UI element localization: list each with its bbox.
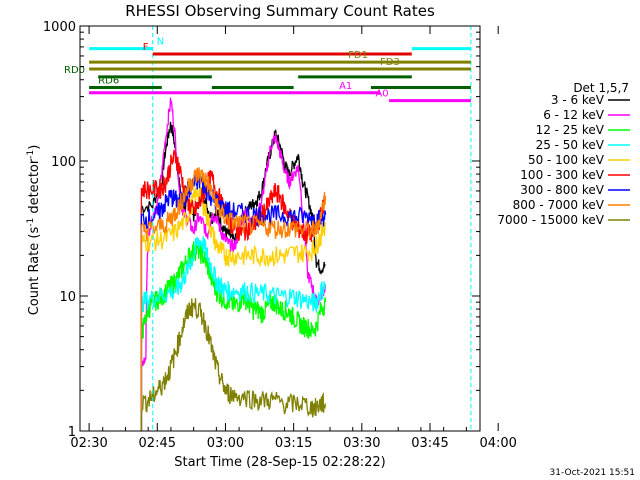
annotation-label-night: N: [157, 37, 164, 48]
legend-label: 50 - 100 keV: [528, 153, 605, 167]
series-line-7000-15000-kev: [140, 298, 327, 431]
series-line-12-25-kev: [140, 240, 327, 431]
y-tick-label: 1: [68, 425, 76, 440]
x-axis-label: Start Time (28-Sep-15 02:28:22): [174, 455, 385, 470]
y-tick-label: 1000: [43, 20, 76, 35]
annotation-label-flare: F: [143, 42, 149, 53]
legend-label: 12 - 25 keV: [536, 123, 605, 137]
y-axis-label: Count Rate (s-1 detector-1): [26, 145, 42, 316]
annotation-label-a1: A1: [339, 81, 352, 92]
y-tick-label: 100: [51, 155, 76, 170]
y-axis-ticks: 1 10 100 1000: [43, 20, 480, 440]
x-tick-label: 03:15: [275, 436, 312, 451]
x-tick-label: 03:45: [411, 436, 448, 451]
legend-label: 6 - 12 keV: [543, 108, 605, 122]
legend-label: 300 - 800 keV: [520, 183, 604, 197]
legend-title: Det 1,5,7: [573, 81, 629, 95]
series-line-300-800-kev: [140, 172, 327, 431]
y-tick-label: 10: [59, 290, 76, 305]
annotation-bars: NF FD1 FD3 RD0 RD6 A1 A0: [64, 26, 472, 431]
legend-label: 3 - 6 keV: [551, 93, 605, 107]
series-line-25-50-kev: [140, 236, 327, 431]
x-tick-label: 03:30: [343, 436, 380, 451]
footer-date: 31-Oct-2021 15:51: [550, 468, 635, 478]
series-line-6-12-kev: [140, 97, 327, 431]
legend-label: 7000 - 15000 keV: [497, 213, 604, 227]
x-tick-label: 04:00: [479, 436, 516, 451]
series-line-50-100-kev: [140, 186, 327, 431]
chart-title: RHESSI Observing Summary Count Rates: [125, 2, 435, 20]
data-lines: [140, 97, 327, 431]
series-line-800-7000-kev: [140, 167, 327, 431]
annotation-label-rd0: RD0: [64, 65, 85, 76]
x-tick-label: 02:45: [139, 436, 176, 451]
legend-label: 100 - 300 keV: [520, 168, 604, 182]
annotation-label-a0: A0: [375, 89, 388, 100]
x-tick-label: 02:30: [70, 436, 107, 451]
x-axis-ticks: 02:30 02:45 03:00 03:15 03:30 03:45 04:00: [70, 26, 517, 451]
x-tick-label: 03:00: [207, 436, 244, 451]
plot-frame: [79, 25, 481, 432]
annotation-label-fd1: FD1: [348, 50, 368, 61]
annotation-label-fd3: FD3: [380, 57, 400, 68]
annotation-label-rd6: RD6: [98, 76, 119, 87]
legend-label: 800 - 7000 keV: [513, 198, 605, 212]
legend-label: 25 - 50 keV: [536, 138, 605, 152]
